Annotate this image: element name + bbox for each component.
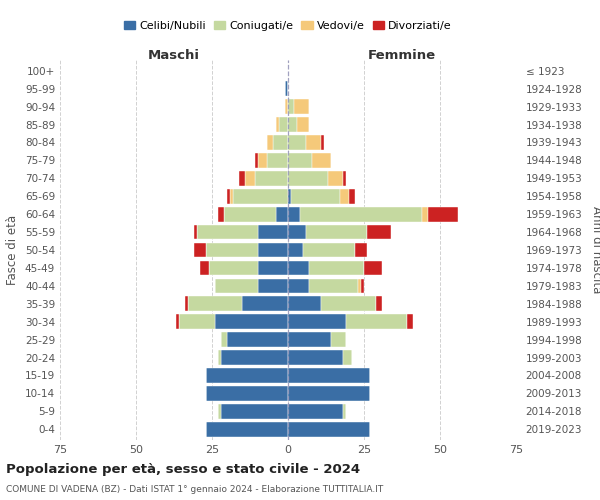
Bar xyxy=(254,171,288,186)
Bar xyxy=(200,260,209,276)
Bar xyxy=(188,296,242,311)
Bar xyxy=(254,153,257,168)
Bar xyxy=(179,314,215,329)
Bar xyxy=(194,224,197,240)
Bar xyxy=(215,278,257,293)
Bar xyxy=(194,242,206,258)
Bar xyxy=(218,404,221,418)
Bar xyxy=(176,314,179,329)
Text: Maschi: Maschi xyxy=(148,49,200,62)
Bar xyxy=(233,189,288,204)
Bar xyxy=(288,242,303,258)
Bar xyxy=(206,386,288,400)
Bar xyxy=(227,189,230,204)
Bar xyxy=(288,296,322,311)
Bar xyxy=(288,153,313,168)
Bar xyxy=(257,224,288,240)
Bar xyxy=(294,100,309,114)
Bar xyxy=(361,278,364,293)
Bar xyxy=(285,82,288,96)
Bar xyxy=(328,171,343,186)
Bar xyxy=(343,350,352,365)
Bar xyxy=(224,207,276,222)
Bar xyxy=(267,153,288,168)
Bar xyxy=(221,332,227,347)
Bar xyxy=(288,404,343,418)
Bar xyxy=(322,135,325,150)
Bar xyxy=(257,278,288,293)
Bar xyxy=(340,189,349,204)
Bar xyxy=(364,260,382,276)
Bar xyxy=(331,332,346,347)
Bar xyxy=(267,135,273,150)
Bar xyxy=(291,189,340,204)
Bar xyxy=(288,260,309,276)
Bar xyxy=(288,100,294,114)
Bar xyxy=(257,153,267,168)
Y-axis label: Fasce di età: Fasce di età xyxy=(7,215,19,285)
Bar xyxy=(309,260,364,276)
Bar xyxy=(221,404,288,418)
Bar xyxy=(279,117,288,132)
Bar xyxy=(218,350,221,365)
Bar xyxy=(288,350,343,365)
Bar xyxy=(422,207,428,222)
Bar xyxy=(343,404,346,418)
Bar xyxy=(306,135,322,150)
Bar xyxy=(206,368,288,383)
Bar xyxy=(197,224,257,240)
Y-axis label: Anni di nascita: Anni di nascita xyxy=(590,206,600,294)
Bar xyxy=(206,422,288,436)
Bar xyxy=(209,260,257,276)
Bar xyxy=(230,189,233,204)
Bar xyxy=(245,171,254,186)
Bar xyxy=(322,296,376,311)
Text: Femmine: Femmine xyxy=(368,49,436,62)
Bar xyxy=(218,207,224,222)
Bar xyxy=(221,350,288,365)
Bar xyxy=(309,278,358,293)
Bar xyxy=(257,242,288,258)
Bar xyxy=(303,242,355,258)
Bar xyxy=(288,171,328,186)
Legend: Celibi/Nubili, Coniugati/e, Vedovi/e, Divorziati/e: Celibi/Nubili, Coniugati/e, Vedovi/e, Di… xyxy=(120,16,456,35)
Bar xyxy=(288,189,291,204)
Bar xyxy=(288,422,370,436)
Text: COMUNE DI VADENA (BZ) - Dati ISTAT 1° gennaio 2024 - Elaborazione TUTTITALIA.IT: COMUNE DI VADENA (BZ) - Dati ISTAT 1° ge… xyxy=(6,485,383,494)
Bar xyxy=(346,314,407,329)
Bar xyxy=(215,314,288,329)
Bar xyxy=(367,224,391,240)
Bar xyxy=(276,207,288,222)
Bar xyxy=(407,314,413,329)
Bar xyxy=(306,224,367,240)
Bar xyxy=(257,260,288,276)
Bar xyxy=(313,153,331,168)
Text: Popolazione per età, sesso e stato civile - 2024: Popolazione per età, sesso e stato civil… xyxy=(6,462,360,475)
Bar xyxy=(288,314,346,329)
Bar xyxy=(288,224,306,240)
Bar xyxy=(428,207,458,222)
Bar xyxy=(288,386,370,400)
Bar xyxy=(349,189,355,204)
Bar xyxy=(288,135,306,150)
Bar xyxy=(239,171,245,186)
Bar xyxy=(358,278,361,293)
Bar xyxy=(288,278,309,293)
Bar xyxy=(206,242,257,258)
Bar xyxy=(276,117,279,132)
Bar xyxy=(185,296,188,311)
Bar xyxy=(288,332,331,347)
Bar xyxy=(273,135,288,150)
Bar xyxy=(288,117,297,132)
Bar xyxy=(242,296,288,311)
Bar xyxy=(297,117,309,132)
Bar xyxy=(343,171,346,186)
Bar xyxy=(355,242,367,258)
Bar xyxy=(288,207,300,222)
Bar xyxy=(300,207,422,222)
Bar xyxy=(376,296,382,311)
Bar xyxy=(227,332,288,347)
Bar xyxy=(285,100,288,114)
Bar xyxy=(288,368,370,383)
